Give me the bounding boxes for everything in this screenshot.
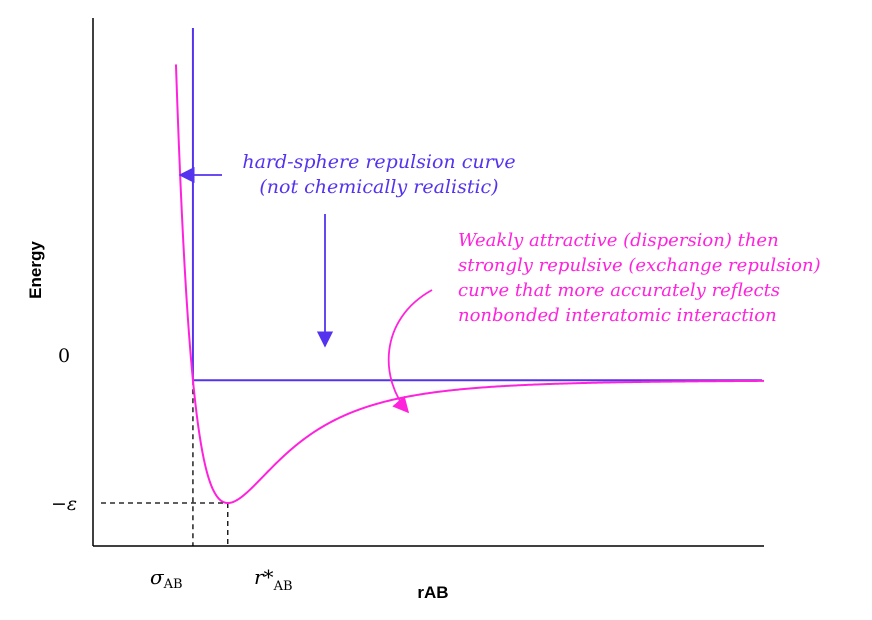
lennard-jones-curve <box>174 64 764 505</box>
x-tick-sigma: σAB <box>150 565 183 592</box>
y-axis-label: Energy <box>26 241 45 299</box>
y-tick-zero: 0 <box>58 345 70 367</box>
lj-annotation-line3: curve that more accurately reflects <box>458 280 780 301</box>
hard-sphere-annotation-line2: (not chemically realistic) <box>259 176 498 198</box>
x-tick-rstar: r*AB <box>254 565 293 594</box>
y-tick-epsilon: −ε <box>51 493 77 515</box>
lj-annotation-line1: Weakly attractive (dispersion) then <box>458 230 779 251</box>
lj-curved-arrow <box>387 289 433 414</box>
x-axis-label: rAB <box>417 583 448 602</box>
lj-annotation-line4: nonbonded interatomic interaction <box>458 305 777 326</box>
hard-sphere-annotation-line1: hard-sphere repulsion curve <box>242 151 515 173</box>
lj-annotation-line2: strongly repulsive (exchange repulsion) <box>458 255 821 276</box>
